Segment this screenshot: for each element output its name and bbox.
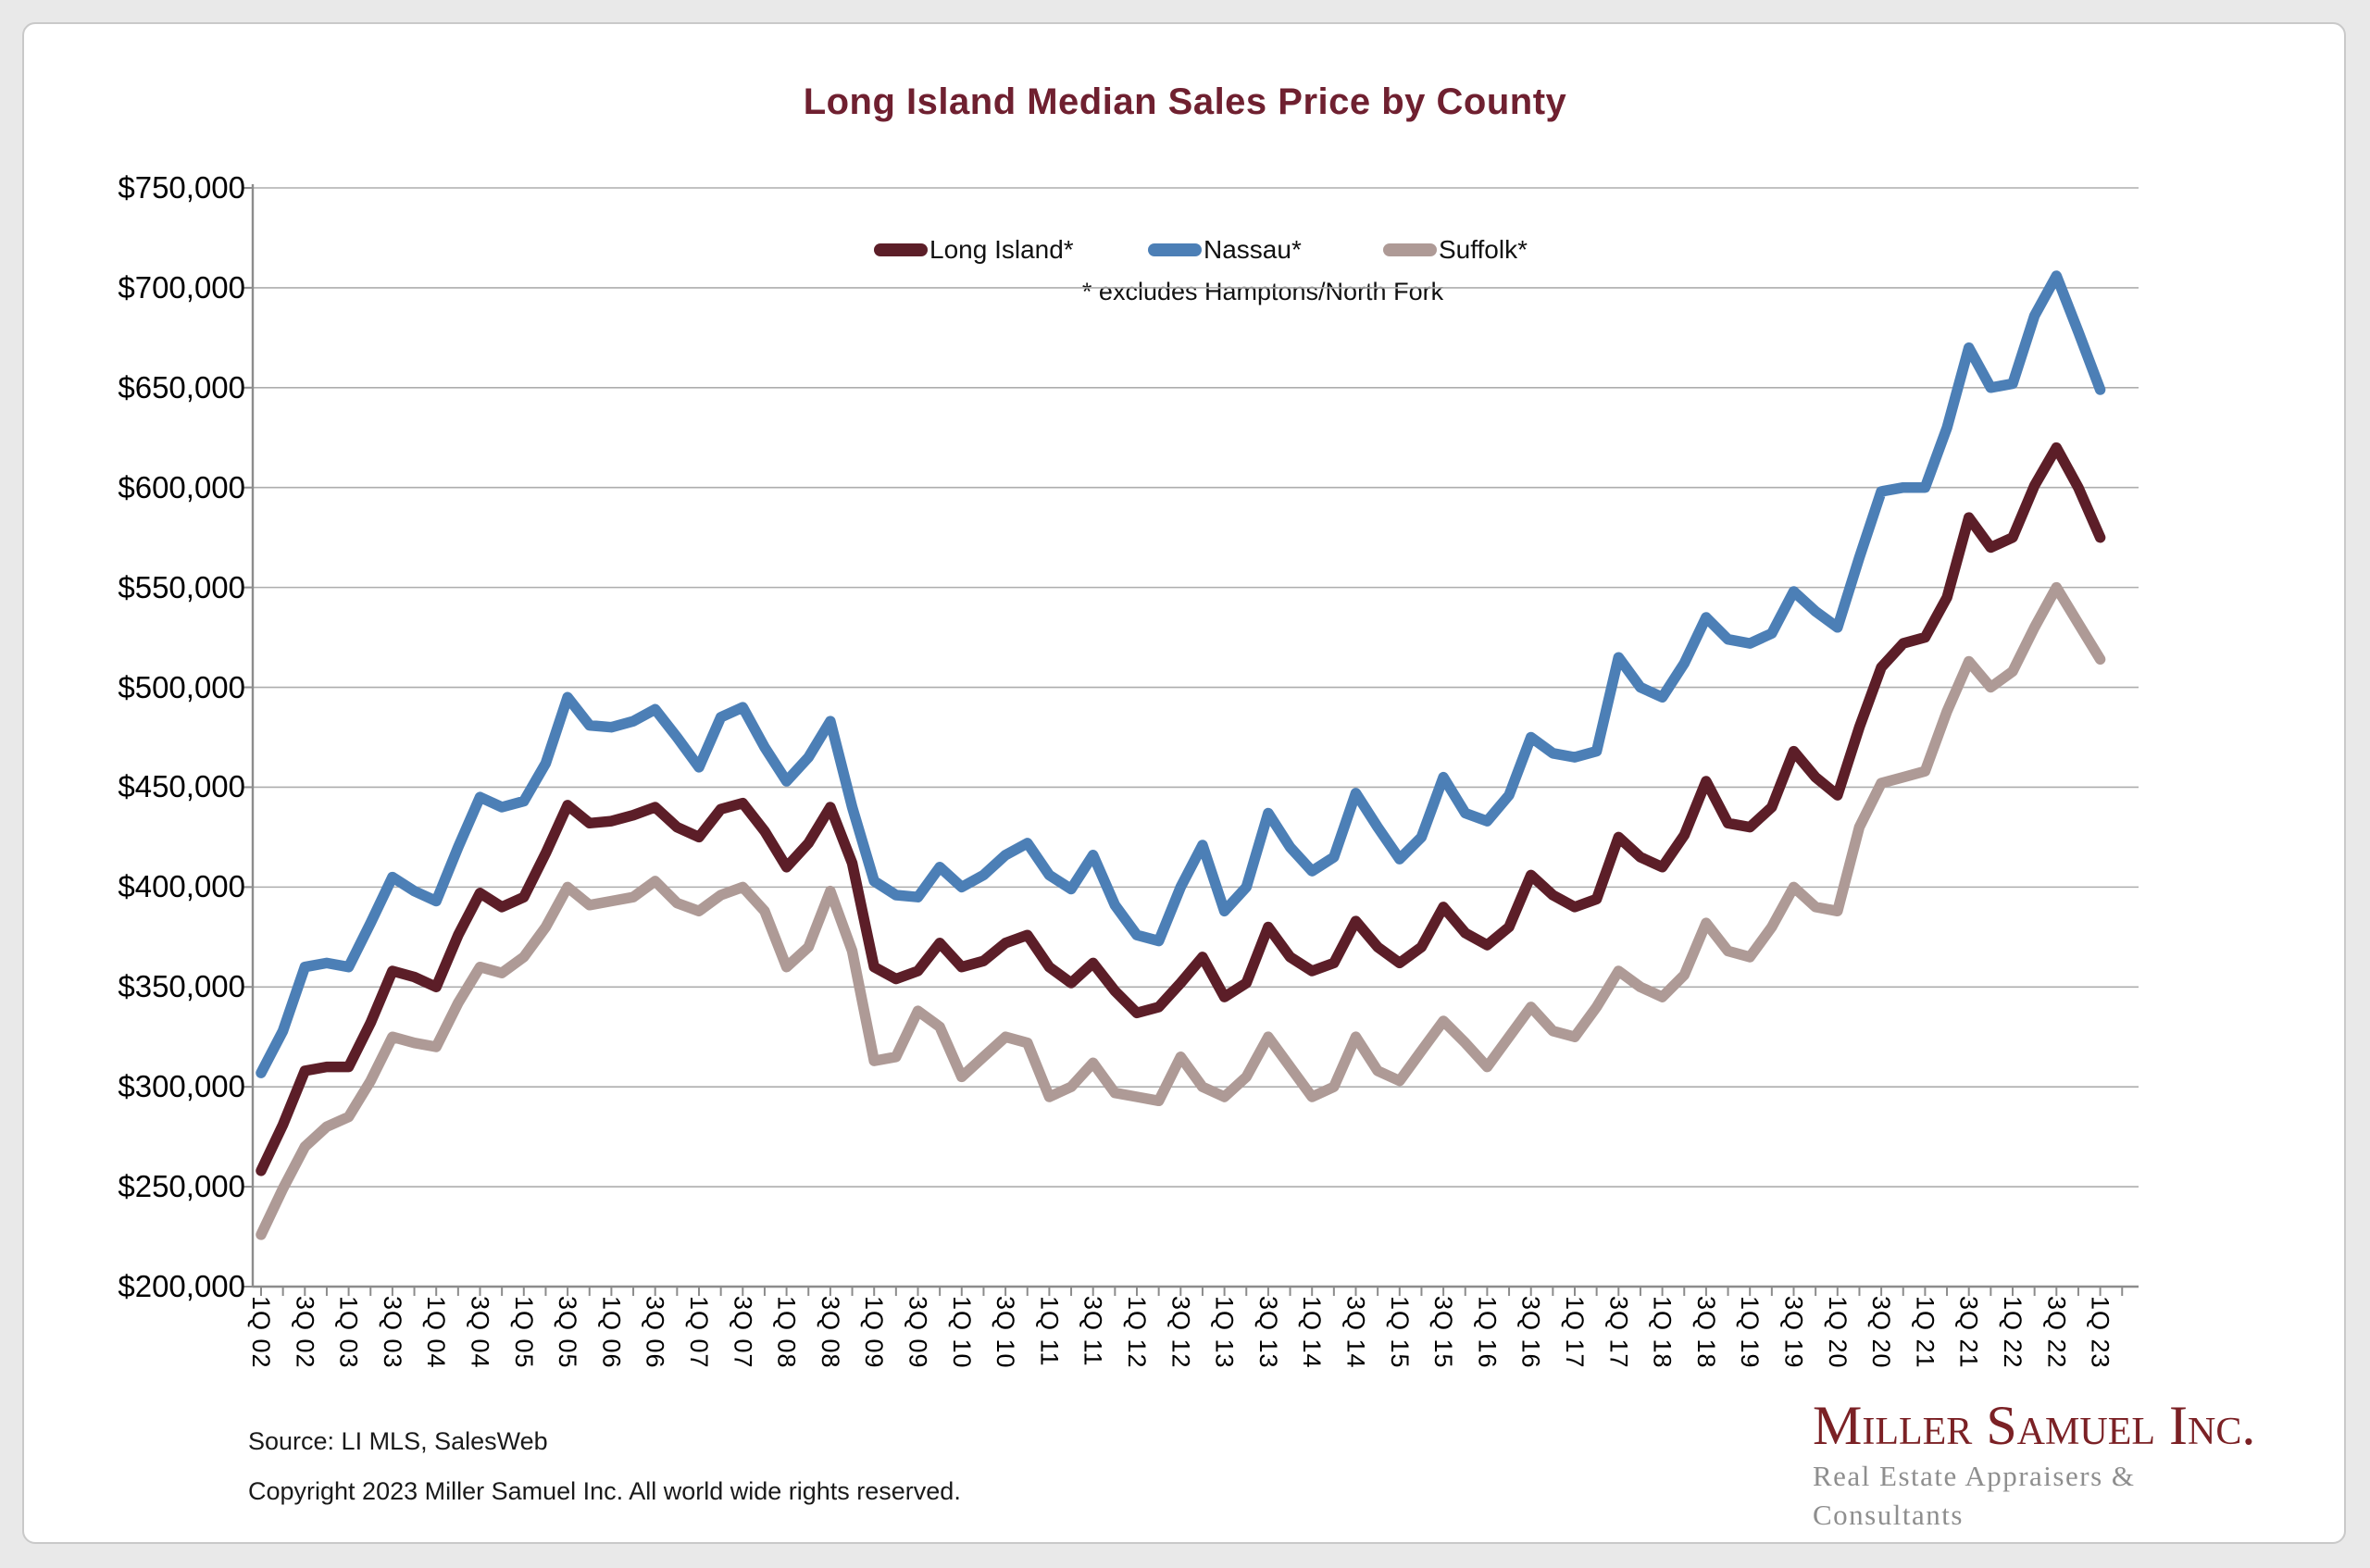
x-axis-label: 1Q 21 — [1911, 1296, 1940, 1369]
x-axis-label: 1Q 20 — [1823, 1296, 1852, 1369]
x-axis-label: 3Q 02 — [291, 1296, 319, 1369]
legend-item-long-island: Long Island* — [874, 231, 1074, 268]
x-axis-label: 1Q 18 — [1648, 1296, 1677, 1369]
series-line-nassau — [256, 270, 2106, 1078]
x-axis-label: 3Q 15 — [1429, 1296, 1458, 1369]
x-axis-label: 1Q 17 — [1561, 1296, 1589, 1369]
x-axis-label: 1Q 11 — [1035, 1296, 1064, 1367]
long-island-swatch-icon — [874, 243, 928, 256]
x-axis-label: 3Q 04 — [466, 1296, 494, 1369]
copyright-note: Copyright 2023 Miller Samuel Inc. All wo… — [248, 1477, 961, 1505]
series-line-suffolk — [256, 581, 2106, 1240]
y-axis-label: $300,000 — [118, 1069, 245, 1104]
y-axis-label: $350,000 — [118, 969, 245, 1004]
legend-label-suffolk: Suffolk* — [1439, 235, 1528, 264]
legend-label-long-island: Long Island* — [929, 235, 1074, 264]
y-axis-label: $250,000 — [118, 1169, 245, 1204]
x-axis-label: 3Q 10 — [992, 1296, 1020, 1369]
x-axis-label: 1Q 07 — [685, 1296, 713, 1369]
x-axis-label: 3Q 19 — [1779, 1296, 1808, 1369]
y-axis-label: $550,000 — [118, 569, 245, 604]
x-axis-label: 1Q 06 — [597, 1296, 626, 1369]
x-axis-label: 3Q 03 — [378, 1296, 406, 1369]
y-axis-label: $500,000 — [118, 669, 245, 704]
x-axis-label: 1Q 03 — [334, 1296, 363, 1369]
chart-card — [22, 22, 2346, 1544]
x-axis-label: 3Q 06 — [641, 1296, 669, 1369]
y-axis-label: $400,000 — [118, 869, 245, 904]
x-axis-label: 3Q 09 — [904, 1296, 932, 1369]
x-axis-label: 1Q 16 — [1473, 1296, 1502, 1369]
y-axis-label: $450,000 — [118, 769, 245, 804]
x-axis-label: 1Q 10 — [947, 1296, 976, 1369]
x-axis-label: 1Q 08 — [772, 1296, 801, 1369]
x-axis-label: 3Q 08 — [816, 1296, 844, 1369]
x-axis-label: 3Q 18 — [1691, 1296, 1720, 1369]
series-line-long-island — [256, 442, 2106, 1176]
x-axis-label: 1Q 12 — [1123, 1296, 1151, 1369]
x-axis-label: 3Q 21 — [1954, 1296, 1983, 1369]
source-note: Source: LI MLS, SalesWeb — [248, 1427, 548, 1455]
x-axis-label: 3Q 11 — [1079, 1296, 1107, 1367]
y-axis-label: $200,000 — [118, 1269, 245, 1303]
x-axis-label: 1Q 14 — [1298, 1296, 1327, 1369]
x-axis-label: 3Q 07 — [729, 1296, 757, 1369]
x-axis-label: 3Q 20 — [1867, 1296, 1896, 1369]
x-axis-label: 1Q 22 — [1999, 1296, 2027, 1369]
x-axis-label: 1Q 05 — [509, 1296, 538, 1369]
x-axis-label: 1Q 13 — [1210, 1296, 1239, 1369]
x-axis-label: 1Q 02 — [247, 1296, 275, 1369]
x-axis-label: 3Q 16 — [1516, 1296, 1545, 1369]
y-axis-label: $750,000 — [118, 170, 245, 205]
x-axis-label: 3Q 22 — [2042, 1296, 2071, 1369]
nassau-swatch-icon — [1148, 243, 1202, 256]
x-axis-label: 3Q 14 — [1341, 1296, 1370, 1369]
x-axis-label: 1Q 15 — [1385, 1296, 1414, 1369]
miller-samuel-logo: Miller Samuel Inc. Real Estate Appraiser… — [1813, 1396, 2276, 1535]
y-axis-label: $700,000 — [118, 269, 245, 305]
legend-label-nassau: Nassau* — [1204, 235, 1302, 264]
x-axis-label: 1Q 09 — [860, 1296, 889, 1369]
legend-item-suffolk: Suffolk* — [1383, 231, 1528, 268]
x-axis-label: 3Q 13 — [1254, 1296, 1282, 1369]
logo-tagline: Real Estate Appraisers & Consultants — [1813, 1460, 2136, 1531]
page-title: Long Island Median Sales Price by County — [803, 81, 1567, 122]
y-axis-label: $600,000 — [118, 469, 245, 504]
y-axis-label: $650,000 — [118, 369, 245, 404]
x-axis-label: 3Q 17 — [1604, 1296, 1633, 1369]
x-axis-label: 1Q 04 — [422, 1296, 451, 1369]
logo-name: Miller Samuel Inc. — [1813, 1395, 2256, 1456]
x-axis-label: 1Q 19 — [1736, 1296, 1765, 1369]
x-axis-label: 1Q 23 — [2086, 1296, 2114, 1369]
legend-footnote: * excludes Hamptons/North Fork — [1081, 278, 1444, 305]
x-axis-label: 3Q 12 — [1166, 1296, 1195, 1369]
x-axis-label: 3Q 05 — [554, 1296, 582, 1369]
legend-item-nassau: Nassau* — [1148, 231, 1302, 268]
suffolk-swatch-icon — [1383, 243, 1437, 256]
